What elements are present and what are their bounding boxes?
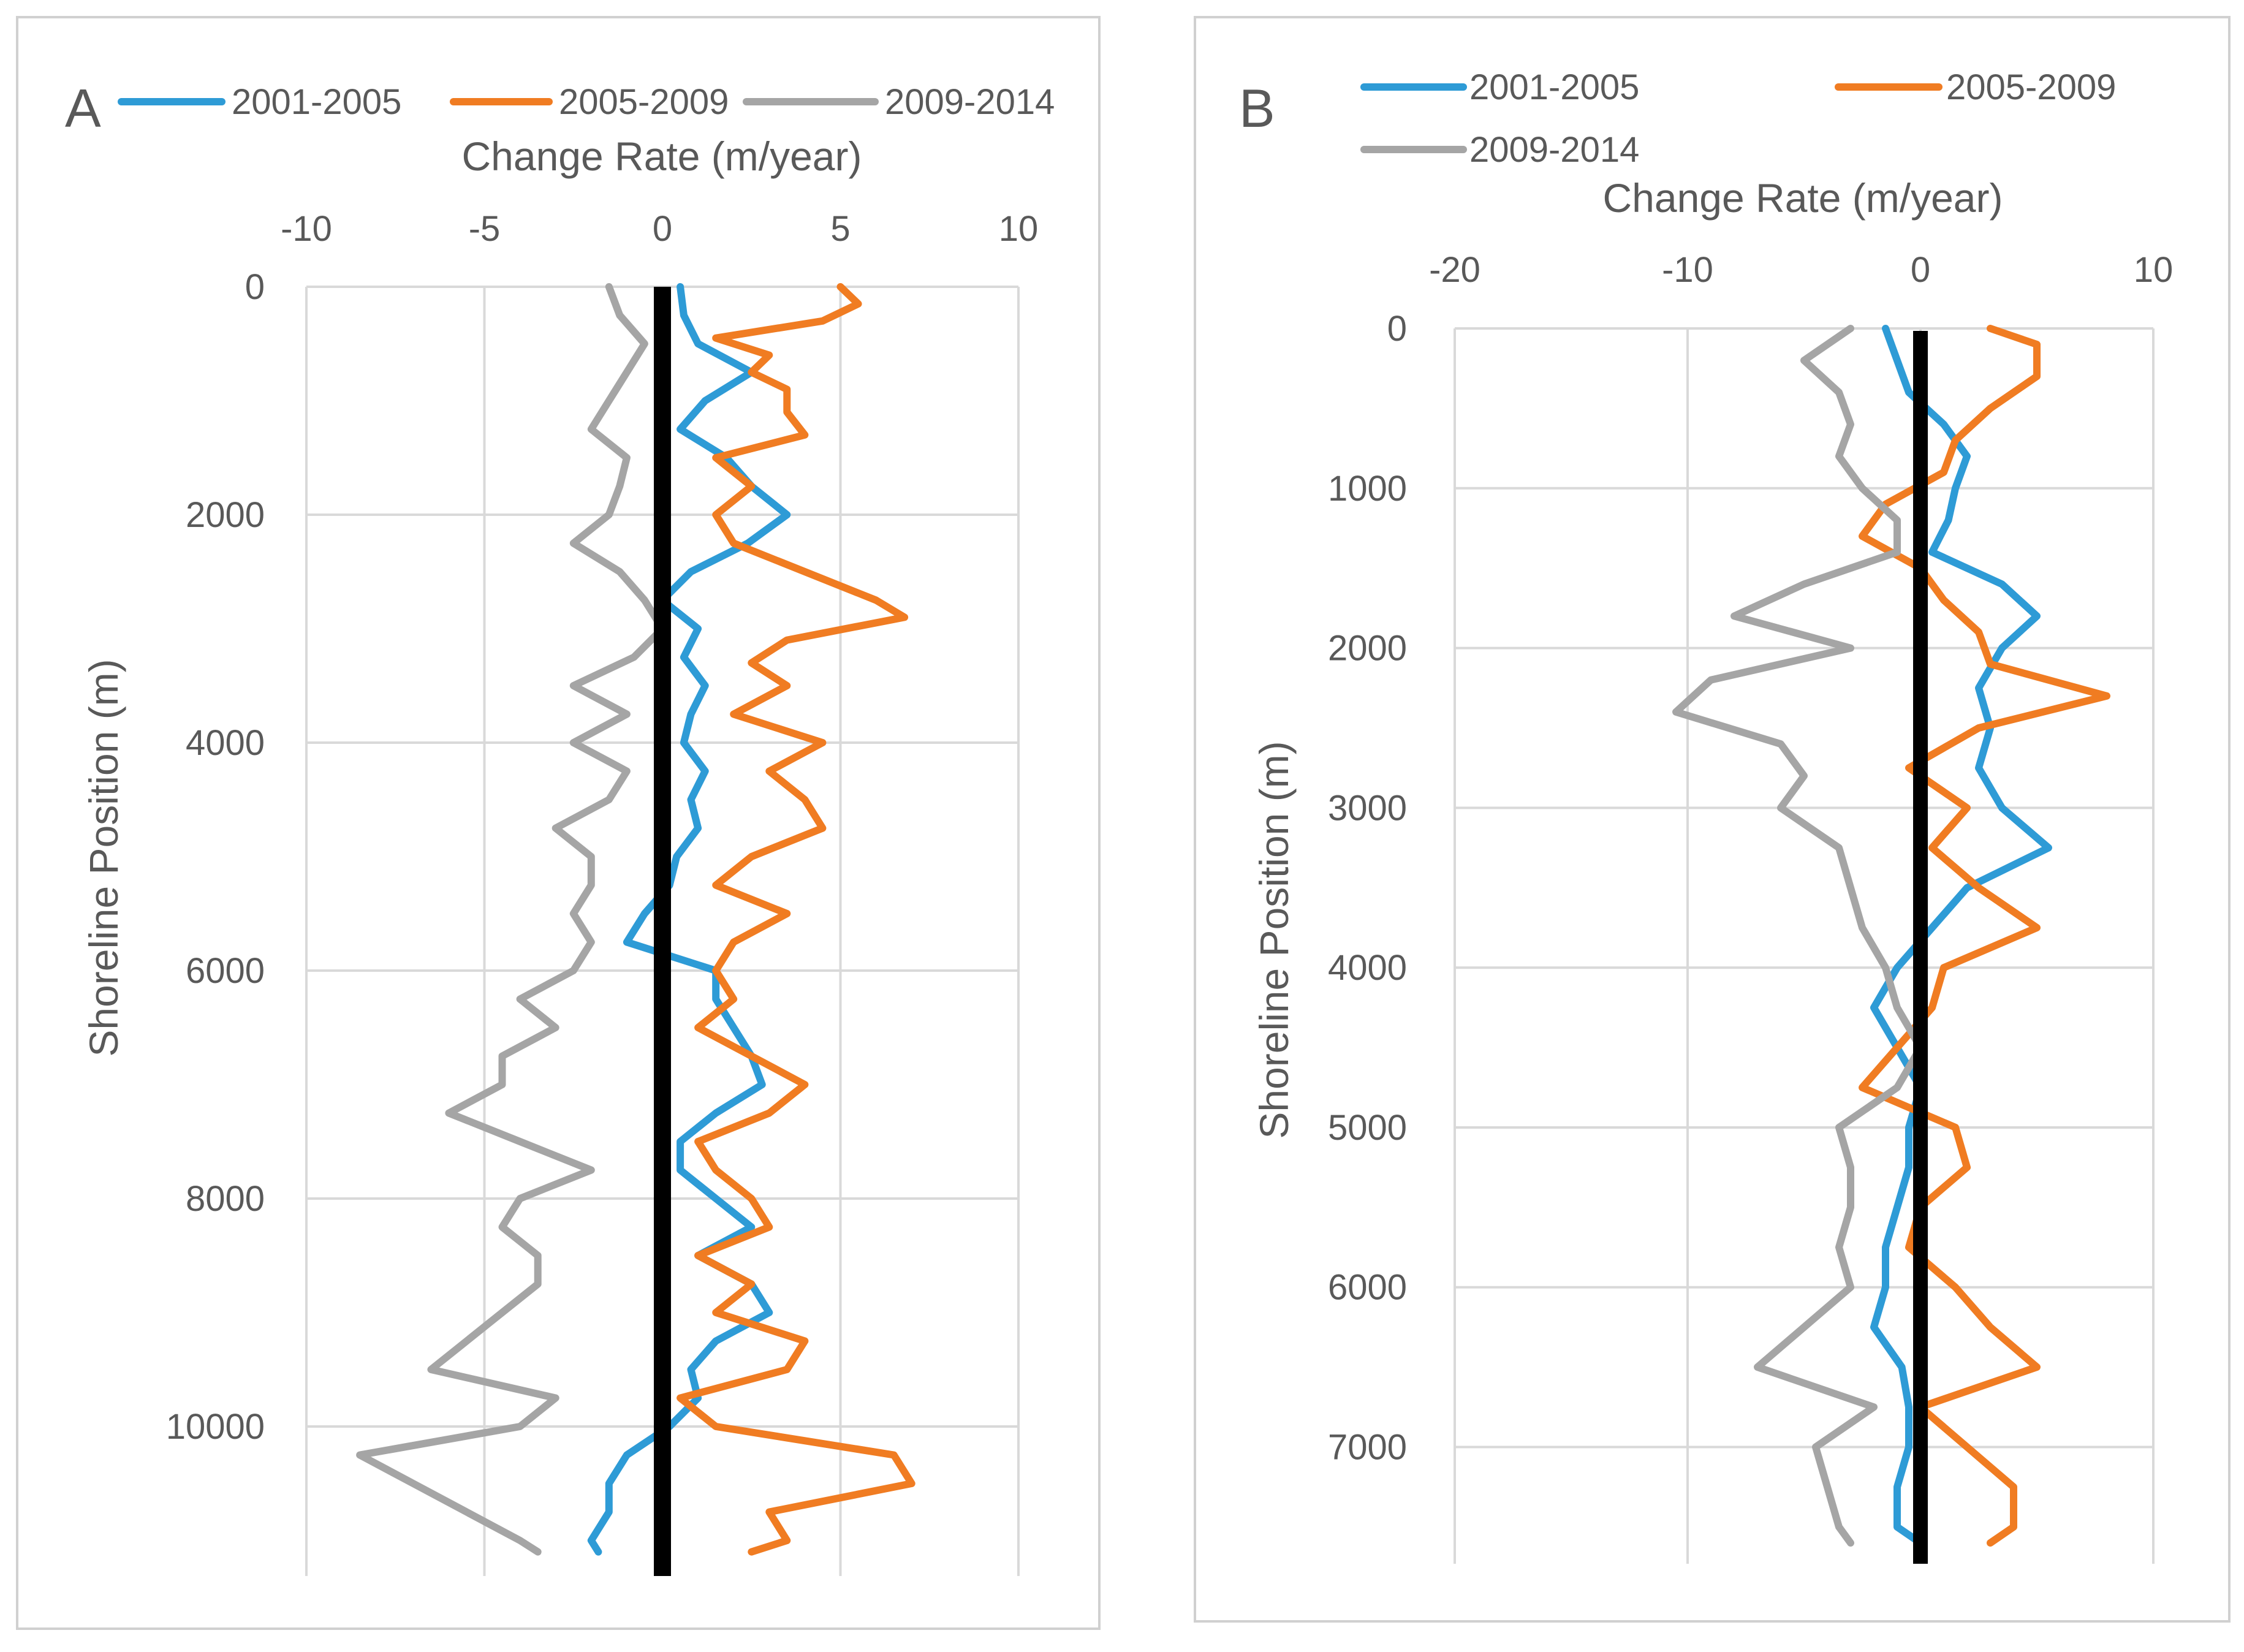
x-tick-label: 5 bbox=[830, 209, 850, 249]
legend-label: 2009-2014 bbox=[1469, 130, 1639, 170]
y-tick-label: 4000 bbox=[1328, 948, 1407, 988]
legend-item-2001-2005: 2001-2005 bbox=[118, 82, 401, 122]
panel-a-x-axis-title: Change Rate (m/year) bbox=[462, 134, 862, 179]
y-tick-label: 10000 bbox=[166, 1407, 265, 1447]
y-tick-label: 1000 bbox=[1328, 469, 1407, 509]
legend-item-2009-2014: 2009-2014 bbox=[743, 82, 1055, 122]
series-line-2005-2009 bbox=[1859, 325, 2110, 1547]
legend-label: 2005-2009 bbox=[559, 82, 729, 122]
legend-item-2005-2009: 2005-2009 bbox=[450, 82, 729, 122]
x-tick-label: -10 bbox=[1662, 250, 1713, 290]
panel-a-label: A bbox=[65, 78, 101, 138]
y-tick-label: 2000 bbox=[186, 495, 265, 535]
legend-item-2009-2014: 2009-2014 bbox=[1360, 130, 1639, 170]
panel-a-series bbox=[356, 283, 915, 1556]
x-tick-label: 0 bbox=[653, 209, 672, 249]
y-tick-label: 4000 bbox=[186, 723, 265, 763]
series-line-2009-2014 bbox=[1672, 325, 1924, 1547]
panel-b-label: B bbox=[1239, 78, 1275, 138]
panel-a-legend: 2001-2005 2005-2009 2009-2014 bbox=[118, 82, 1055, 122]
panel-b-series bbox=[1672, 325, 2110, 1547]
panel-b-y-axis-title: Shoreline Position (m) bbox=[1251, 741, 1297, 1139]
panel-a-y-axis-title: Shoreline Position (m) bbox=[81, 659, 126, 1056]
x-tick-label: 10 bbox=[999, 209, 1039, 249]
y-tick-label: 6000 bbox=[1328, 1268, 1407, 1308]
panel-b-tick-labels: -20 -10 0 10 0 1000 2000 3000 4000 5000 6000 7000 bbox=[1328, 250, 2173, 1468]
panel-b-x-axis-title: Change Rate (m/year) bbox=[1603, 175, 2003, 221]
x-tick-label: 0 bbox=[1911, 250, 1930, 290]
y-tick-label: 3000 bbox=[1328, 788, 1407, 828]
series-line-2001-2005 bbox=[1870, 325, 2052, 1547]
y-tick-label: 0 bbox=[1387, 309, 1407, 349]
legend-item-2005-2009: 2005-2009 bbox=[1835, 67, 2116, 107]
legend-item-2001-2005: 2001-2005 bbox=[1360, 67, 1639, 107]
series-line-2005-2009 bbox=[677, 283, 915, 1556]
x-tick-label: -20 bbox=[1429, 250, 1480, 290]
x-tick-label: -5 bbox=[469, 209, 501, 249]
panel-a-tick-labels: -10 -5 0 5 10 0 2000 4000 6000 8000 10000 bbox=[166, 209, 1039, 1447]
series-line-2009-2014 bbox=[356, 283, 666, 1556]
series-line-2001-2005 bbox=[587, 283, 791, 1556]
x-tick-label: 10 bbox=[2134, 250, 2174, 290]
chart-panel-b: B 2001-2005 2005-2009 2009-2014 Change R… bbox=[1194, 16, 2231, 1623]
panel-b-gridlines bbox=[1454, 327, 2155, 1564]
panel-b-frame bbox=[1194, 16, 2231, 1623]
y-tick-label: 7000 bbox=[1328, 1428, 1407, 1468]
y-tick-label: 2000 bbox=[1328, 629, 1407, 669]
legend-label: 2001-2005 bbox=[232, 82, 401, 122]
legend-label: 2009-2014 bbox=[885, 82, 1055, 122]
x-tick-label: -10 bbox=[281, 209, 332, 249]
y-tick-label: 6000 bbox=[186, 951, 265, 991]
legend-label: 2001-2005 bbox=[1469, 67, 1639, 107]
legend-label: 2005-2009 bbox=[1946, 67, 2116, 107]
y-tick-label: 5000 bbox=[1328, 1108, 1407, 1148]
y-tick-label: 0 bbox=[245, 267, 265, 307]
chart-panel-a: A 2001-2005 2005-2009 2009-2014 Change R… bbox=[16, 16, 1101, 1630]
panel-b-legend: 2001-2005 2005-2009 2009-2014 bbox=[1360, 67, 2116, 170]
y-tick-label: 8000 bbox=[186, 1179, 265, 1219]
